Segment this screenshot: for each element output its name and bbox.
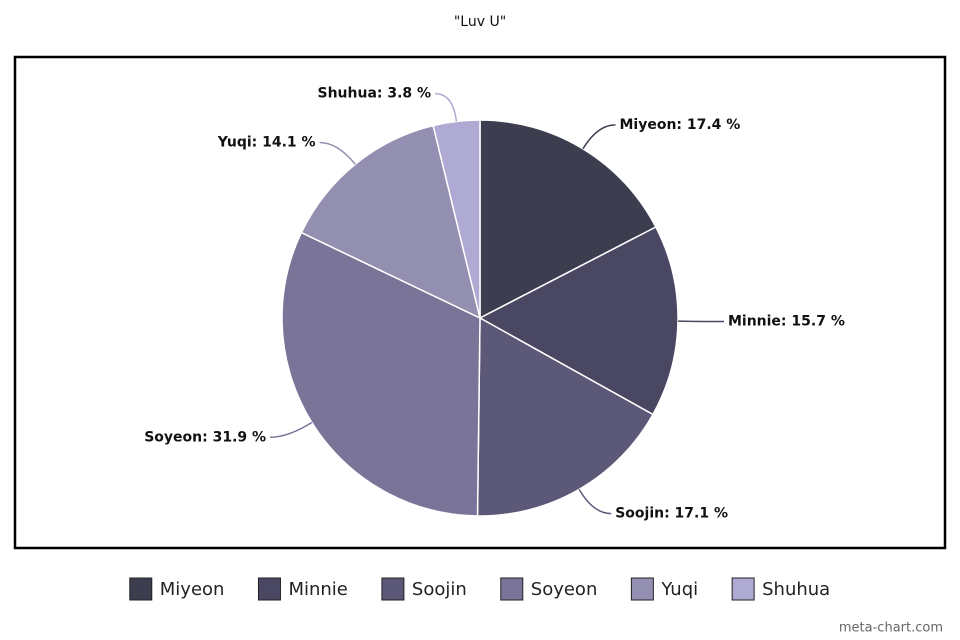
leader-line (435, 92, 458, 122)
legend-swatch (731, 577, 755, 601)
legend-label: Soyeon (531, 579, 598, 600)
pie-slice (300, 124, 482, 320)
data-label: Yuqi: 14.1 % (217, 135, 316, 151)
watermark: meta-chart.com (839, 621, 943, 636)
data-label: Minnie: 15.7 % (728, 314, 845, 330)
legend-swatch (381, 577, 405, 601)
pie-slice (476, 316, 654, 517)
leader-line (319, 141, 356, 165)
legend-label: Yuqi (660, 579, 698, 600)
chart-title: "Luv U" (454, 14, 506, 30)
legend-label: Miyeon (160, 579, 225, 600)
legend-swatch (630, 577, 654, 601)
pie-slice (281, 231, 481, 517)
leader-line (578, 488, 612, 515)
leader-line (270, 421, 313, 439)
data-label: Soojin: 17.1 % (615, 506, 728, 522)
leader-line (582, 124, 616, 150)
legend-label: Shuhua (762, 579, 830, 600)
data-label: Miyeon: 17.4 % (619, 117, 740, 133)
legend-swatch (500, 577, 524, 601)
pie-slice (479, 119, 657, 320)
plot-frame (13, 55, 947, 550)
legend-label: Minnie (288, 579, 347, 600)
pie-slice (432, 119, 481, 319)
data-label: Soyeon: 31.9 % (144, 429, 266, 445)
legend-swatch (257, 577, 281, 601)
data-label: Shuhua: 3.8 % (318, 86, 432, 102)
legend-swatch (129, 577, 153, 601)
legend-label: Soojin (412, 579, 467, 600)
pie-slice (478, 225, 679, 416)
